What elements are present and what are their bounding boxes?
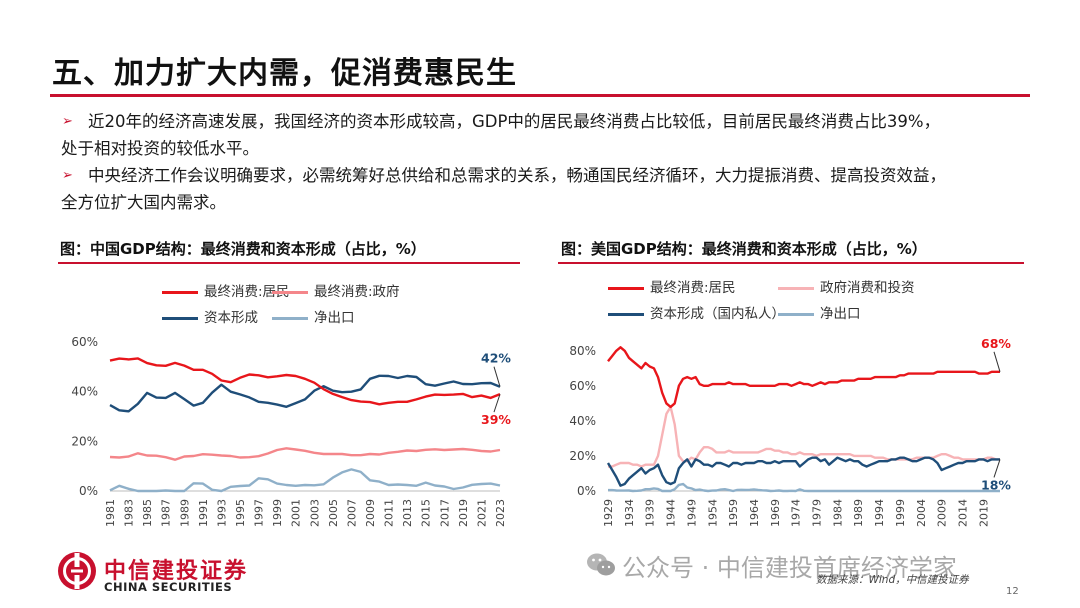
china-series-line [109, 357, 501, 406]
data-source: 数据来源：Wind，中信建投证券 [816, 574, 969, 586]
china-x-tick-label: 1981 [104, 499, 117, 527]
china-x-tick-label: 1987 [160, 499, 173, 527]
china-x-tick-label: 2021 [475, 499, 488, 527]
wechat-icon [587, 553, 615, 576]
us-x-tick-label: 2014 [956, 499, 969, 527]
legend-china-capital: 资本形成 [162, 306, 258, 326]
bullet-text: 近20年的经济高速发展，我国经济的资本形成较高，GDP中的居民最终消费占比较低，… [88, 112, 941, 131]
us-x-tick-label: 1989 [852, 499, 865, 527]
us-y-tick-label: 20% [569, 449, 596, 463]
china-x-tick-label: 1983 [123, 499, 136, 527]
china-x-tick-label: 2001 [290, 499, 303, 527]
us-x-tick-label: 1939 [644, 499, 657, 527]
china-series-line [109, 447, 501, 461]
china-end-label: 39% [481, 412, 511, 427]
us-chart-title: 图：美国GDP结构：最终消费和资本形成（占比，%） [561, 240, 927, 258]
china-x-tick-label: 2023 [494, 499, 507, 527]
us-x-tick-label: 1984 [831, 499, 844, 527]
china-x-tick-label: 1985 [141, 499, 154, 527]
title-rule [50, 94, 1030, 97]
bullet-arrow-icon: ➢ [62, 114, 73, 129]
us-x-tick-label: 1959 [727, 499, 740, 527]
china-gdp-chart: 0% 20% 40% 60% 1981 1983 1985 1987 1989 1991 1993 1… [71, 335, 511, 527]
china-series-line [109, 468, 501, 493]
us-x-tick-label: 1964 [748, 499, 761, 527]
us-x-tick-label: 2009 [936, 499, 949, 527]
us-series-line [607, 346, 1000, 409]
us-x-tick-label: 1979 [811, 499, 824, 527]
bullet-list: ➢ 近20年的经济高速发展，我国经济的资本形成较高，GDP中的居民最终消费占比较… [61, 108, 1042, 216]
china-x-tick-label: 2011 [383, 499, 396, 527]
us-x-tick-label: 1944 [665, 499, 678, 527]
bullet-text: 中央经济工作会议明确要求，必需统筹好总供给和总需求的关系，畅通国民经济循环，大力… [88, 166, 946, 185]
china-y-tick-label: 40% [71, 385, 98, 399]
page-number: 12 [1006, 586, 1019, 597]
us-series-line [608, 482, 1000, 493]
china-series-line [109, 374, 501, 413]
brand-name-en: CHINA SECURITIES [104, 580, 233, 594]
legend-china-government: 最终消费:政府 [272, 280, 400, 300]
china-y-tick-label: 60% [71, 335, 98, 349]
bullet-text-continued: 全方位扩大国内需求。 [61, 193, 226, 212]
bullet-item: ➢ 近20年的经济高速发展，我国经济的资本形成较高，GDP中的居民最终消费占比较… [62, 108, 1042, 135]
us-end-label: 68% [981, 336, 1011, 351]
us-end-label: 18% [981, 477, 1011, 492]
brand-name-cn: 中信建投证券 [104, 559, 249, 584]
legend-china-resident: 最终消费:居民 [162, 280, 290, 300]
china-x-tick-label: 2017 [438, 499, 451, 527]
china-y-tick-label: 0% [79, 484, 98, 498]
us-series-line [608, 405, 1000, 468]
legend-us-government: 政府消费和投资 [778, 276, 915, 296]
china-x-tick-label: 2009 [364, 499, 377, 527]
us-end-label-leader [993, 351, 1001, 372]
china-end-label-leader [493, 393, 501, 413]
bullet-item: ➢ 中央经济工作会议明确要求，必需统筹好总供给和总需求的关系，畅通国民经济循环，… [62, 162, 1042, 189]
us-y-tick-label: 80% [569, 344, 596, 358]
china-end-label: 42% [481, 351, 511, 366]
legend-us-capital: 资本形成（国内私人） [608, 302, 785, 322]
china-x-tick-label: 2003 [308, 499, 321, 527]
bullet-arrow-icon: ➢ [62, 168, 73, 183]
page-title: 五、加力扩大内需，促消费惠民生 [52, 56, 517, 91]
legend-china-netexport: 净出口 [272, 306, 355, 326]
bullet-text-continued: 处于相对投资的较低水平。 [61, 139, 259, 158]
us-end-label-leader [993, 459, 1001, 478]
us-y-tick-label: 60% [569, 379, 596, 393]
us-y-tick-label: 0% [577, 484, 596, 498]
china-x-tick-label: 2013 [401, 499, 414, 527]
us-x-tick-label: 2019 [977, 499, 990, 527]
us-x-tick-label: 1999 [894, 499, 907, 527]
china-chart-title: 图：中国GDP结构：最终消费和资本形成（占比，%） [60, 240, 426, 258]
china-x-tick-label: 2019 [457, 499, 470, 527]
us-x-tick-label: 1969 [769, 499, 782, 527]
us-x-tick-label: 1974 [790, 499, 803, 527]
us-chart-rule [558, 262, 1024, 264]
china-x-tick-label: 1995 [234, 499, 247, 527]
china-end-label-leader [493, 366, 501, 387]
china-x-tick-label: 2005 [327, 499, 340, 527]
us-series-line [606, 456, 1000, 487]
us-x-tick-label: 1929 [602, 499, 615, 527]
china-chart-rule [58, 262, 520, 264]
us-y-tick-label: 40% [569, 414, 596, 428]
china-x-tick-label: 1999 [271, 499, 284, 527]
china-x-tick-label: 2015 [420, 499, 433, 527]
watermark-text: 公众号 · 中信建投首席经济学家 [622, 554, 957, 582]
us-x-tick-label: 1949 [685, 499, 698, 527]
citic-logo-icon [58, 552, 96, 590]
china-x-tick-label: 2007 [345, 499, 358, 527]
china-x-tick-label: 1989 [178, 499, 191, 527]
us-x-tick-label: 1934 [623, 499, 636, 527]
legend-us-netexport: 净出口 [778, 302, 861, 322]
us-gdp-chart: 0% 20% 40% 60% 80% 1929 1934 1939 1944 1949 1954 19… [569, 336, 1011, 527]
china-x-tick-label: 1991 [197, 499, 210, 527]
china-x-tick-label: 1993 [215, 499, 228, 527]
china-y-tick-label: 20% [71, 434, 98, 448]
china-x-tick-label: 1997 [253, 499, 266, 527]
us-x-tick-label: 2004 [915, 499, 928, 527]
legend-us-resident: 最终消费:居民 [608, 276, 736, 296]
us-x-tick-label: 1994 [873, 499, 886, 527]
us-x-tick-label: 1954 [706, 499, 719, 527]
